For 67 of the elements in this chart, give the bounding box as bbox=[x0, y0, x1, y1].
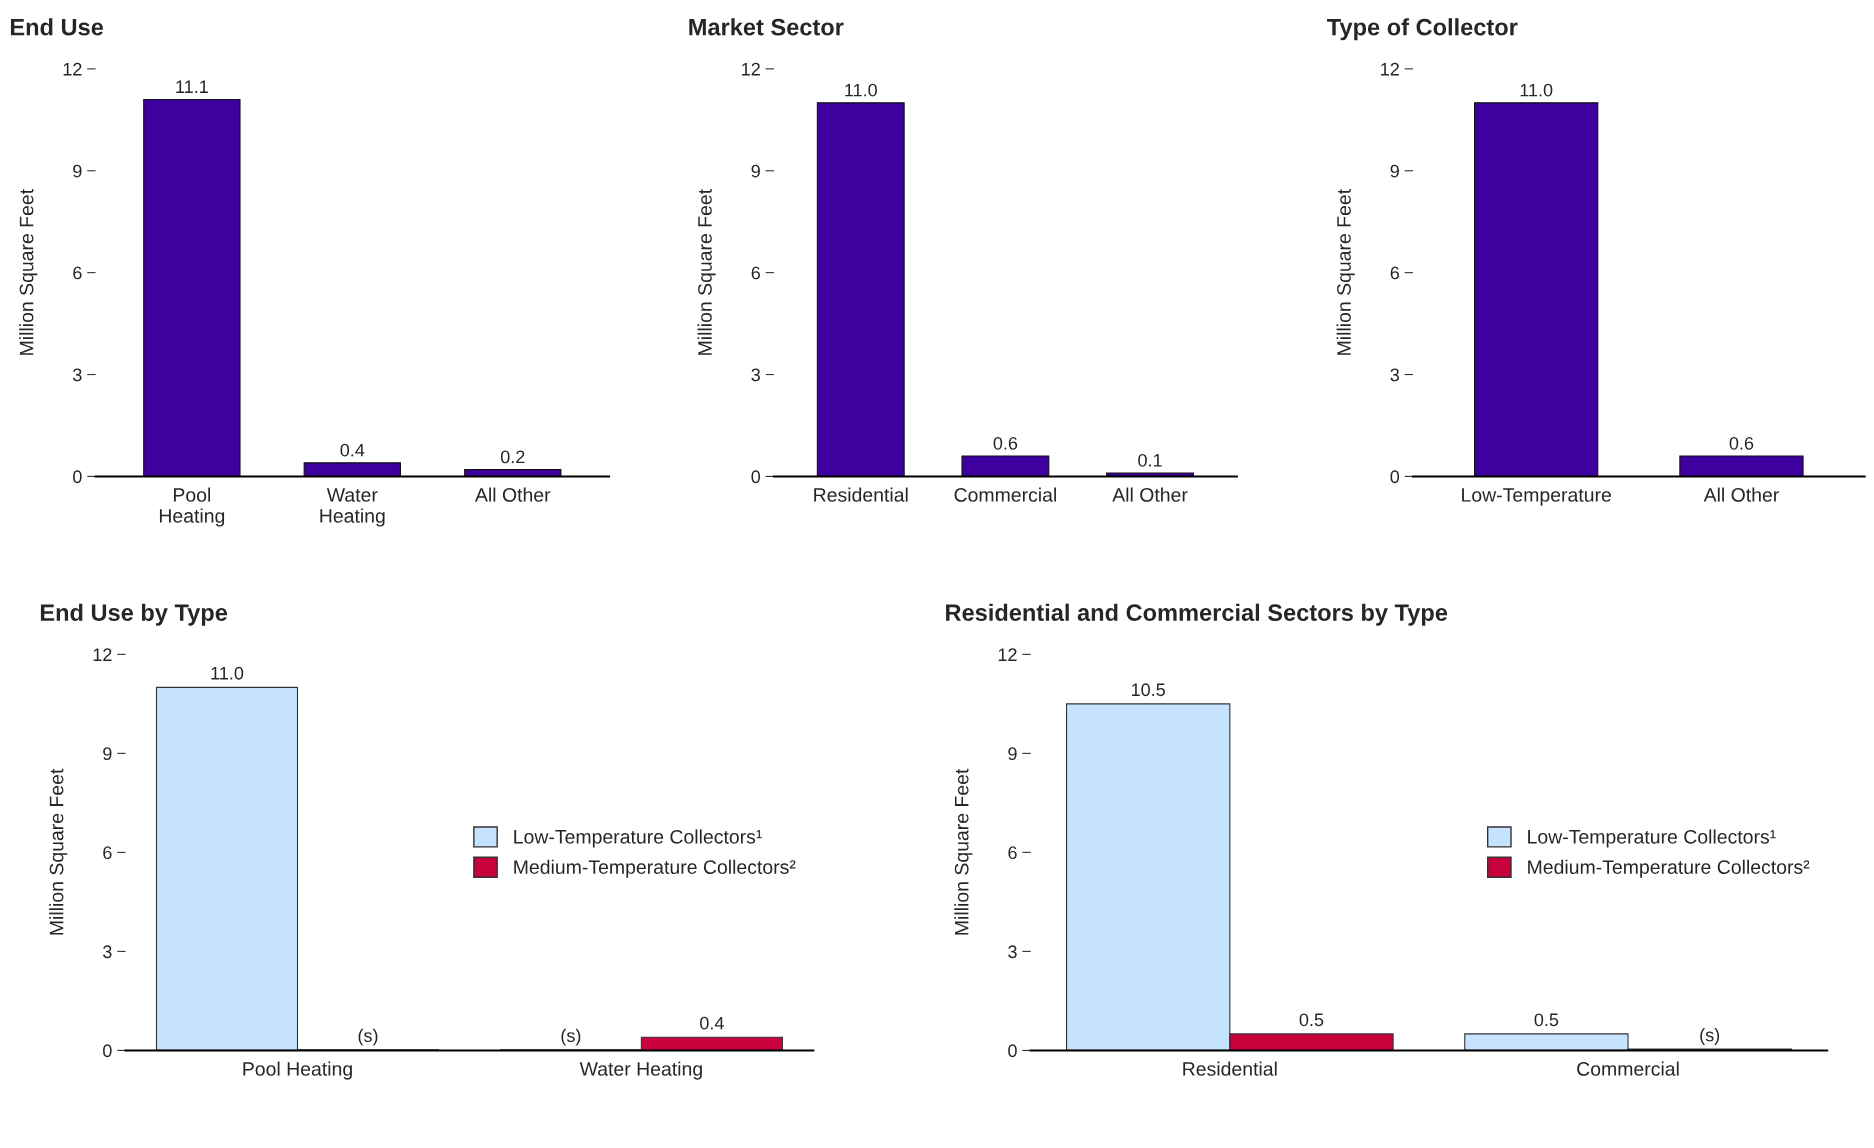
y-tick-label: 0 bbox=[1008, 1044, 1017, 1058]
y-axis-title: Million Square Feet bbox=[954, 768, 973, 935]
data-label: 11.0 bbox=[845, 83, 877, 97]
y-tick-label: 3 bbox=[1390, 368, 1400, 382]
y-tick-label: 6 bbox=[73, 266, 82, 280]
y-axis-title: Million Square Feet bbox=[49, 768, 68, 935]
y-tick-label: 6 bbox=[103, 846, 112, 860]
x-tick-label: All Other bbox=[1112, 487, 1188, 502]
legend-label: Medium-Temperature Collectors² bbox=[514, 859, 796, 878]
data-label: 0.4 bbox=[700, 1016, 724, 1030]
y-tick-label: 3 bbox=[73, 368, 82, 382]
y-tick-label: 9 bbox=[1008, 747, 1017, 761]
y-tick-label: 9 bbox=[103, 747, 112, 761]
y-tick-label: 9 bbox=[751, 164, 760, 178]
data-label: 0.5 bbox=[1299, 1013, 1324, 1027]
x-tick-label: Residential bbox=[814, 487, 908, 502]
y-tick-label: 0 bbox=[751, 470, 761, 484]
x-tick-label: Pool Heating bbox=[243, 1061, 352, 1080]
y-tick-label: 6 bbox=[1008, 846, 1017, 860]
x-tick-label: Water Heating bbox=[579, 1061, 702, 1080]
x-tick-label: Commercial bbox=[954, 487, 1056, 502]
y-tick-label: 0 bbox=[103, 1044, 112, 1058]
data-label: 11.1 bbox=[176, 80, 208, 93]
data-label: 10.5 bbox=[1131, 683, 1165, 697]
data-label: 11.0 bbox=[211, 666, 244, 680]
data-label: 11.0 bbox=[1520, 83, 1553, 97]
legend-label: Low-Temperature Collectors¹ bbox=[514, 829, 762, 848]
chart-title: Residential and Commercial Sectors by Type bbox=[946, 603, 1448, 626]
x-tick-label: Pool Heating bbox=[159, 487, 225, 527]
y-axis-title: Million Square Feet bbox=[19, 189, 38, 355]
x-tick-label: All Other bbox=[1703, 487, 1779, 502]
y-tick-label: 0 bbox=[73, 470, 82, 484]
y-tick-label: 3 bbox=[751, 368, 760, 382]
data-label: (s) bbox=[358, 1028, 378, 1046]
data-label: 0.6 bbox=[1729, 436, 1754, 450]
y-tick-label: 3 bbox=[1008, 945, 1017, 959]
data-label: 0.2 bbox=[500, 450, 525, 464]
y-tick-label: 0 bbox=[1390, 470, 1400, 484]
y-tick-label: 3 bbox=[103, 945, 112, 959]
y-tick-label: 9 bbox=[73, 164, 82, 178]
chart-title: End Use by Type bbox=[40, 603, 228, 626]
y-tick-label: 6 bbox=[751, 266, 760, 280]
y-tick-label: 12 bbox=[93, 648, 112, 661]
x-tick-label: Commercial bbox=[1577, 1061, 1679, 1076]
y-tick-label: 12 bbox=[998, 648, 1017, 661]
data-label: 0.5 bbox=[1534, 1013, 1559, 1027]
y-axis-title: Million Square Feet bbox=[697, 189, 716, 355]
y-tick-label: 9 bbox=[1390, 164, 1399, 178]
y-tick-label: 12 bbox=[742, 62, 760, 76]
data-label: 0.6 bbox=[993, 436, 1018, 450]
x-tick-label: Water Heating bbox=[320, 488, 385, 527]
data-label: (s) bbox=[561, 1028, 581, 1046]
legend-label: Medium-Temperature Collectors² bbox=[1528, 859, 1810, 878]
y-axis-title: Million Square Feet bbox=[1336, 189, 1355, 355]
x-tick-label: Residential bbox=[1183, 1061, 1277, 1076]
chart-title: Market Sector bbox=[689, 18, 844, 36]
data-label: (s) bbox=[1700, 1028, 1720, 1045]
data-label: 0.1 bbox=[1138, 453, 1162, 467]
y-tick-label: 12 bbox=[1381, 62, 1399, 76]
y-tick-label: 6 bbox=[1390, 266, 1400, 280]
data-label: 0.4 bbox=[340, 443, 365, 457]
chart-title: Type of Collector bbox=[1327, 18, 1518, 41]
chart-title: End Use bbox=[10, 18, 104, 36]
x-tick-label: Low-Temperature bbox=[1462, 488, 1611, 506]
y-tick-label: 12 bbox=[63, 62, 82, 76]
x-tick-label: All Other bbox=[474, 487, 551, 502]
legend-label: Low-Temperature Collectors¹ bbox=[1528, 829, 1776, 848]
